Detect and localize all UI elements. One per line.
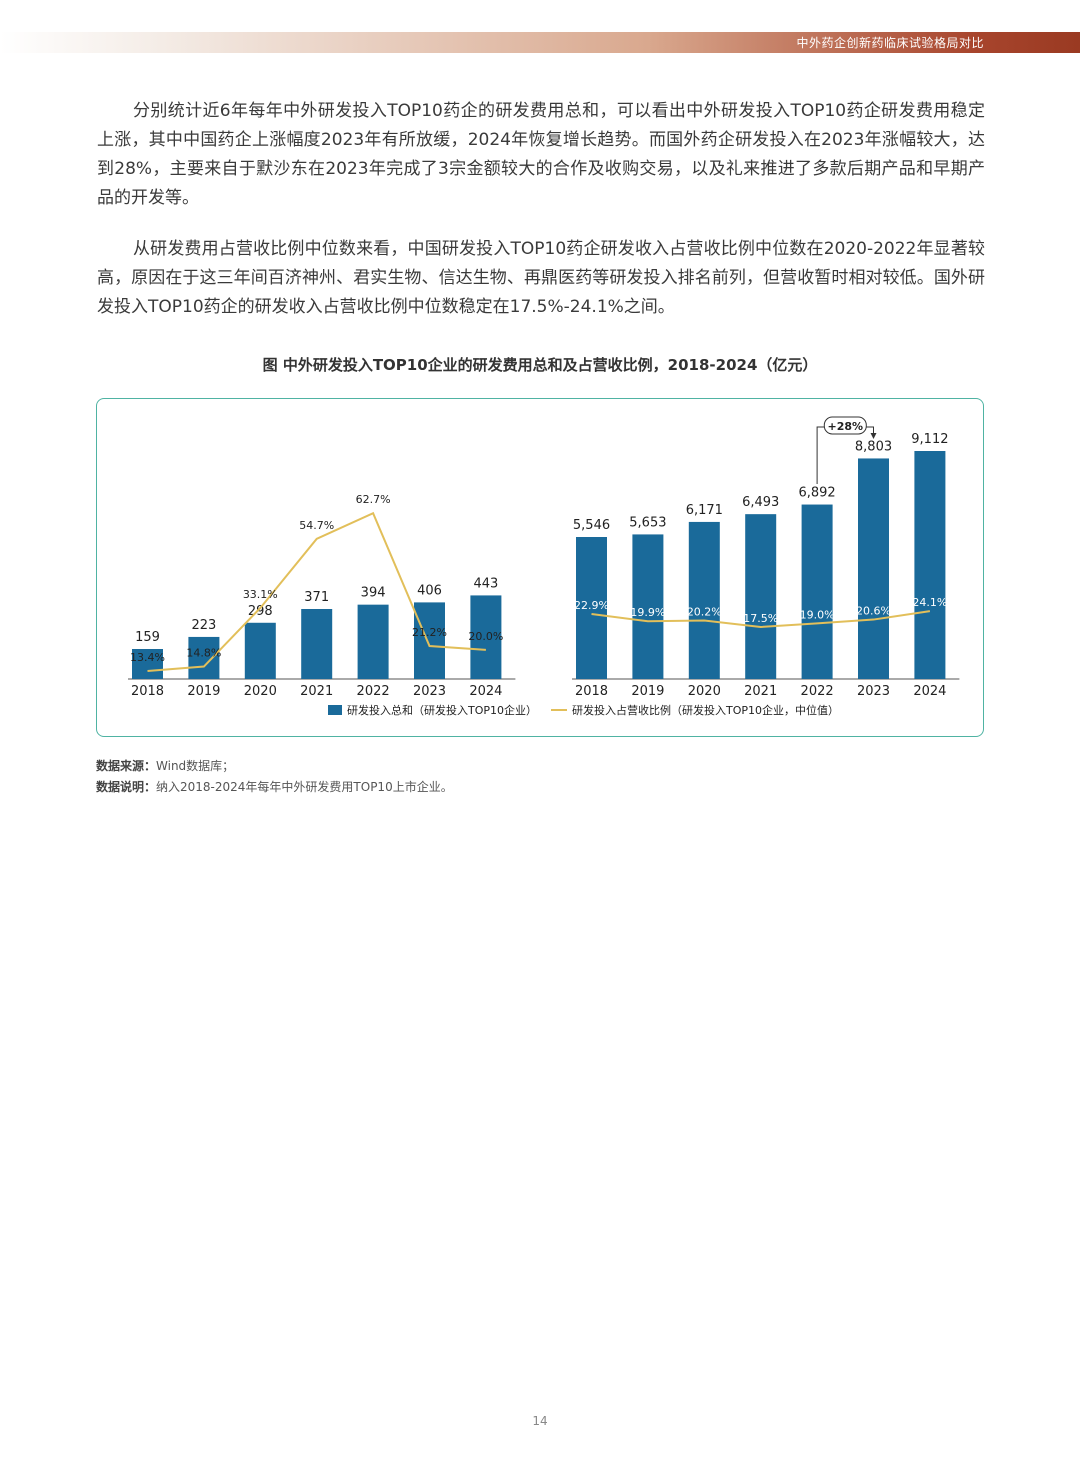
description-label: 数据说明： xyxy=(96,780,157,794)
line-series-1 xyxy=(591,610,931,629)
bar-value-label: 8,803 xyxy=(855,439,892,454)
growth-annotation-arrow xyxy=(870,433,877,439)
x-tick-label: 2019 xyxy=(631,684,664,699)
x-tick-label: 2020 xyxy=(244,684,277,699)
bar-value-label: 6,171 xyxy=(686,503,723,518)
line-value-label: 24.1% xyxy=(912,596,947,609)
bar-1-2018 xyxy=(576,537,607,679)
legend-bar-label: 研发投入总和（研发投入TOP10企业） xyxy=(347,703,537,717)
x-tick-label: 2023 xyxy=(413,684,446,699)
x-tick-label: 2024 xyxy=(913,684,946,699)
legend-bar-swatch xyxy=(328,705,342,715)
bar-value-label: 371 xyxy=(304,590,329,605)
line-series-0 xyxy=(147,511,486,672)
chart-svg: 1592018223201929820203712021394202240620… xyxy=(128,416,960,717)
x-tick-label: 2020 xyxy=(688,684,721,699)
bar-value-label: 223 xyxy=(191,618,216,633)
line-value-label: 21.2% xyxy=(412,626,447,639)
bar-value-label: 406 xyxy=(417,583,442,598)
page-number: 14 xyxy=(532,1414,548,1428)
source-note: 数据来源：Wind数据库； xyxy=(96,756,453,777)
bar-0-2018 xyxy=(132,649,163,679)
bar-1-2021 xyxy=(745,514,777,679)
chart-container: 159 2018 223 2019 298 2020 371 2021 394 2022 406 20… xyxy=(96,398,984,737)
x-tick-label: 2022 xyxy=(357,684,390,699)
bar-value-label: 159 xyxy=(135,630,160,645)
bar-1-2020 xyxy=(688,521,720,679)
x-tick-label: 2023 xyxy=(857,684,890,699)
data-description-note: 数据说明：纳入2018-2024年每年中外研发费用TOP10上市企业。 xyxy=(96,777,453,798)
line-value-label: 20.0% xyxy=(468,630,503,643)
line-value-label: 20.6% xyxy=(856,605,891,618)
line-value-label: 54.7% xyxy=(299,519,334,532)
description-text: 纳入2018-2024年每年中外研发费用TOP10上市企业。 xyxy=(156,780,453,794)
source-label: 数据来源： xyxy=(96,759,157,773)
legend-line-label: 研发投入占营收比例（研发投入TOP10企业，中位值） xyxy=(572,703,839,717)
figure-title: 图 中外研发投入TOP10企业的研发费用总和及占营收比例，2018-2024（亿… xyxy=(262,356,818,374)
bar-1-2019 xyxy=(632,534,664,679)
notes: 数据来源：Wind数据库； 数据说明：纳入2018-2024年每年中外研发费用T… xyxy=(96,756,453,798)
x-tick-label: 2021 xyxy=(300,684,333,699)
bar-1-2022 xyxy=(801,504,833,679)
x-tick-label: 2021 xyxy=(744,684,777,699)
bar-0-2021 xyxy=(301,609,333,679)
bar-0-2024 xyxy=(470,595,502,679)
x-tick-label: 2024 xyxy=(469,684,502,699)
line-value-label: 62.7% xyxy=(356,493,391,506)
line-value-label: 13.4% xyxy=(130,651,165,664)
x-tick-label: 2022 xyxy=(801,684,834,699)
header-band xyxy=(0,32,1080,53)
paragraph-1: 分别统计近6年每年中外研发投入TOP10药企的研发费用总和，可以看出中外研发投入… xyxy=(97,101,985,208)
bar-0-2020 xyxy=(244,622,276,679)
line-value-label: 20.2% xyxy=(687,606,722,619)
bar-0-2019 xyxy=(188,636,220,679)
line-value-label: 14.8% xyxy=(186,647,221,660)
bar-value-label: 6,892 xyxy=(798,486,835,501)
header-title: 中外药企创新药临床试验格局对比 xyxy=(796,36,984,50)
line-value-label: 19.9% xyxy=(630,606,665,619)
line-value-label: 22.9% xyxy=(574,599,609,612)
line-value-label: 19.0% xyxy=(800,608,835,621)
growth-annotation-text: +28% xyxy=(828,420,864,433)
growth-annotation-pill xyxy=(823,416,867,435)
bar-0-2023 xyxy=(414,602,445,679)
line-value-label: 33.1% xyxy=(243,588,278,601)
bar-value-label: 5,546 xyxy=(573,518,610,533)
line-value-label: 17.5% xyxy=(743,612,778,625)
bar-0-2022 xyxy=(357,604,389,679)
x-tick-label: 2019 xyxy=(187,684,220,699)
bar-1-2024 xyxy=(914,451,946,679)
bar-value-label: 443 xyxy=(473,576,498,591)
bar-value-label: 9,112 xyxy=(911,432,948,447)
x-tick-label: 2018 xyxy=(575,684,608,699)
bar-value-label: 394 xyxy=(361,586,386,601)
bar-value-label: 5,653 xyxy=(629,515,666,530)
bar-1-2023 xyxy=(858,458,889,679)
source-text: Wind数据库； xyxy=(156,759,235,773)
bar-value-label: 6,493 xyxy=(742,495,779,510)
x-tick-label: 2018 xyxy=(131,684,164,699)
paragraph-2: 从研发费用占营收比例中位数来看，中国研发投入TOP10药企研发收入占营收比例中位… xyxy=(97,239,985,317)
